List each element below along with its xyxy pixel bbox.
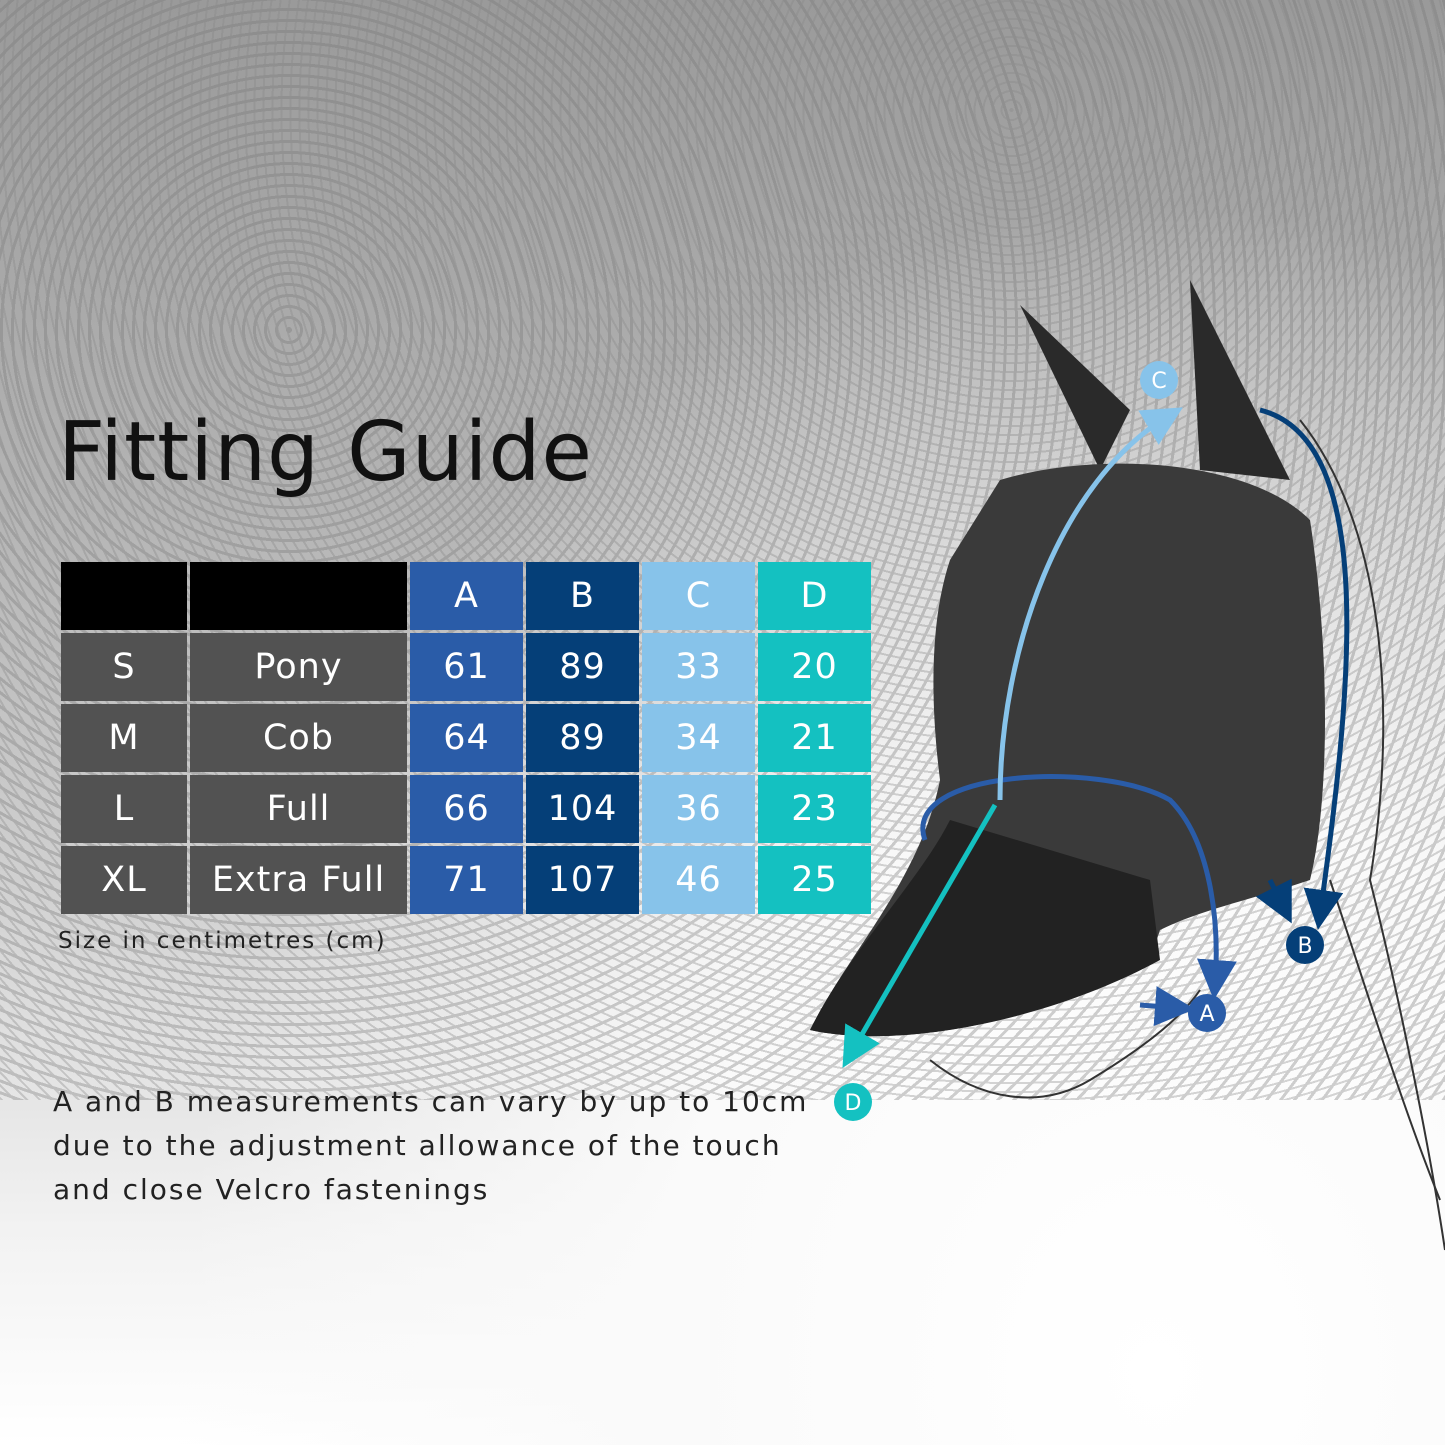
d-cell: 23 <box>758 775 871 843</box>
b-cell: 107 <box>526 846 639 914</box>
marker-d: D <box>834 1083 872 1121</box>
a-cell: 71 <box>410 846 523 914</box>
a-cell: 61 <box>410 633 523 701</box>
measure-d-arrow <box>842 803 998 1068</box>
marker-b: B <box>1286 926 1324 964</box>
b-cell: 104 <box>526 775 639 843</box>
d-cell: 25 <box>758 846 871 914</box>
table-header-row: A B C D <box>61 562 871 630</box>
measurement-description: A and B measurements can vary by up to 1… <box>53 1085 809 1206</box>
measure-b-arrow <box>1259 407 1350 930</box>
c-cell: 33 <box>642 633 755 701</box>
header-d: D <box>758 562 871 630</box>
size-cell: S <box>61 633 187 701</box>
table-row: M Cob 64 89 34 21 <box>61 704 871 772</box>
a-cell: 66 <box>410 775 523 843</box>
type-cell: Full <box>190 775 407 843</box>
size-cell: M <box>61 704 187 772</box>
c-cell: 36 <box>642 775 755 843</box>
marker-a: A <box>1188 994 1226 1032</box>
type-cell: Extra Full <box>190 846 407 914</box>
header-c: C <box>642 562 755 630</box>
table-row: L Full 66 104 36 23 <box>61 775 871 843</box>
size-table: A B C D S Pony 61 89 33 20 M Cob 64 89 3… <box>58 559 874 917</box>
c-cell: 34 <box>642 704 755 772</box>
units-note: Size in centimetres (cm) <box>58 928 387 954</box>
svg-text:B: B <box>1297 934 1312 959</box>
b-cell: 89 <box>526 633 639 701</box>
header-cell <box>61 562 187 630</box>
size-cell: L <box>61 775 187 843</box>
type-cell: Pony <box>190 633 407 701</box>
svg-text:C: C <box>1151 369 1166 394</box>
c-cell: 46 <box>642 846 755 914</box>
header-b: B <box>526 562 639 630</box>
b-cell: 89 <box>526 704 639 772</box>
table-row: S Pony 61 89 33 20 <box>61 633 871 701</box>
header-cell <box>190 562 407 630</box>
d-cell: 20 <box>758 633 871 701</box>
d-cell: 21 <box>758 704 871 772</box>
fly-mask <box>810 280 1325 1037</box>
measure-b-arrow-small <box>1255 878 1292 924</box>
size-cell: XL <box>61 846 187 914</box>
svg-text:A: A <box>1199 1002 1214 1027</box>
header-a: A <box>410 562 523 630</box>
svg-text:D: D <box>845 1091 862 1116</box>
measure-a-arrow <box>920 774 1237 1000</box>
type-cell: Cob <box>190 704 407 772</box>
table-row: XL Extra Full 71 107 46 25 <box>61 846 871 914</box>
measure-c-arrow <box>997 407 1183 801</box>
marker-c: C <box>1140 361 1178 399</box>
page-title: Fitting Guide <box>58 405 593 500</box>
a-cell: 64 <box>410 704 523 772</box>
measure-a-arrow-small <box>1139 986 1195 1027</box>
